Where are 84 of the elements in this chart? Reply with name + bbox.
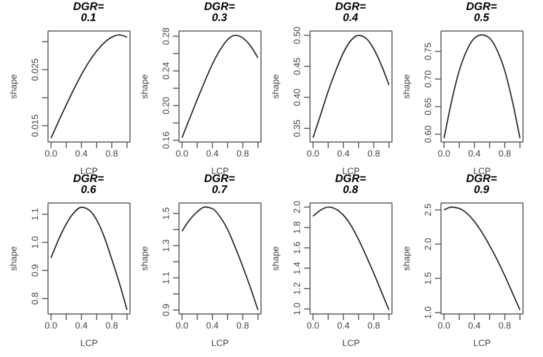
- x-tick-label: 0.8: [106, 148, 118, 158]
- x-axis-title: LCP: [473, 338, 491, 348]
- y-axis-title: shape: [139, 246, 150, 271]
- x-tick-label: 0.4: [206, 148, 219, 158]
- y-tick-label: 1.8: [292, 221, 302, 234]
- y-tick-label: 0.45: [292, 58, 302, 76]
- y-tick-label: 0.60: [423, 126, 433, 144]
- chart-title: DGR= 0.8: [334, 173, 367, 198]
- chart-title: DGR= 0.4: [334, 1, 367, 26]
- x-tick-label: 0.8: [236, 148, 250, 158]
- y-tick-label: 0.70: [423, 70, 433, 88]
- y-tick-label: 0.9: [161, 304, 171, 316]
- y-tick-label: 1.5: [423, 272, 433, 285]
- chart-title: DGR= 0.9: [465, 173, 498, 198]
- x-tick-label: 0.4: [468, 148, 481, 158]
- y-axis-title: shape: [8, 74, 18, 99]
- y-axis-title: shape: [401, 246, 412, 271]
- line-series: [312, 34, 390, 138]
- x-tick-label: 0.0: [438, 148, 450, 158]
- y-tick-label: 0.20: [161, 96, 171, 114]
- x-tick-label: 0.4: [468, 320, 481, 330]
- line-series: [181, 206, 259, 311]
- x-tick-label: 0.0: [176, 148, 188, 158]
- y-tick-label: 2.0: [292, 200, 302, 214]
- line-series: [443, 34, 521, 139]
- y-axis-title: shape: [270, 74, 280, 99]
- x-tick-label: 0.0: [306, 320, 320, 330]
- x-tick-label: 0.8: [498, 320, 512, 330]
- x-tick-label: 0.4: [75, 320, 88, 330]
- y-tick-label: 0.65: [423, 98, 433, 116]
- y-tick-label: 1.1: [30, 208, 40, 220]
- y-tick-label: 1.0: [423, 306, 433, 319]
- chart-title: DGR= 0.7: [203, 173, 236, 198]
- x-tick-label: 0.4: [75, 148, 88, 158]
- y-tick-label: 0.9: [30, 264, 40, 277]
- y-tick-label: 0.28: [161, 27, 171, 45]
- y-tick-label: 0.40: [292, 88, 302, 106]
- x-axis-title: LCP: [80, 338, 98, 348]
- chart-title: DGR= 0.5: [465, 1, 498, 26]
- x-tick-label: 0.0: [44, 320, 58, 330]
- y-tick-label: 1.2: [292, 282, 302, 295]
- y-tick-label: 1.0: [292, 302, 302, 316]
- x-tick-label: 0.0: [306, 148, 320, 158]
- y-tick-label: 1.4: [292, 262, 302, 274]
- y-tick-label: 0.35: [292, 120, 302, 138]
- line-series: [50, 34, 128, 139]
- x-tick-label: 0.8: [368, 148, 380, 158]
- y-tick-label: 1.1: [161, 272, 171, 284]
- y-tick-label: 0.015: [30, 114, 40, 138]
- x-tick-label: 0.8: [498, 148, 512, 158]
- x-tick-label: 0.0: [44, 148, 58, 158]
- x-tick-label: 0.4: [337, 148, 350, 158]
- y-tick-label: 0.16: [161, 132, 171, 150]
- y-tick-label: 1.5: [161, 207, 171, 220]
- y-tick-label: 0.50: [292, 26, 302, 44]
- line-series: [443, 206, 521, 310]
- y-tick-label: 1.3: [161, 239, 171, 252]
- x-tick-label: 0.4: [337, 320, 350, 330]
- chart-title: DGR= 0.6: [72, 173, 105, 198]
- y-axis-title: shape: [401, 74, 412, 99]
- y-tick-label: 1.0: [30, 236, 40, 249]
- y-axis-title: shape: [270, 246, 280, 271]
- y-tick-label: 0.75: [423, 42, 433, 60]
- chart-title: DGR= 0.3: [203, 1, 236, 26]
- line-series: [50, 206, 128, 310]
- x-axis-title: LCP: [211, 338, 229, 348]
- chart-title: DGR= 0.1: [72, 1, 105, 26]
- x-tick-label: 0.8: [236, 320, 250, 330]
- y-tick-label: 0.8: [30, 292, 40, 305]
- x-tick-label: 0.8: [106, 320, 118, 330]
- y-tick-label: 0.24: [161, 62, 171, 80]
- y-axis-title: shape: [8, 246, 18, 271]
- x-tick-label: 0.0: [438, 320, 450, 330]
- x-tick-label: 0.8: [368, 320, 380, 330]
- y-tick-label: 2.0: [423, 238, 433, 250]
- y-tick-label: 1.6: [292, 242, 302, 254]
- y-axis-title: shape: [139, 74, 150, 99]
- line-series: [181, 34, 259, 138]
- x-tick-label: 0.0: [176, 320, 188, 330]
- x-axis-title: LCP: [342, 338, 360, 348]
- line-series: [312, 206, 390, 311]
- y-tick-label: 2.5: [423, 204, 433, 216]
- y-tick-label: 0.025: [30, 58, 40, 81]
- x-tick-label: 0.4: [206, 320, 219, 330]
